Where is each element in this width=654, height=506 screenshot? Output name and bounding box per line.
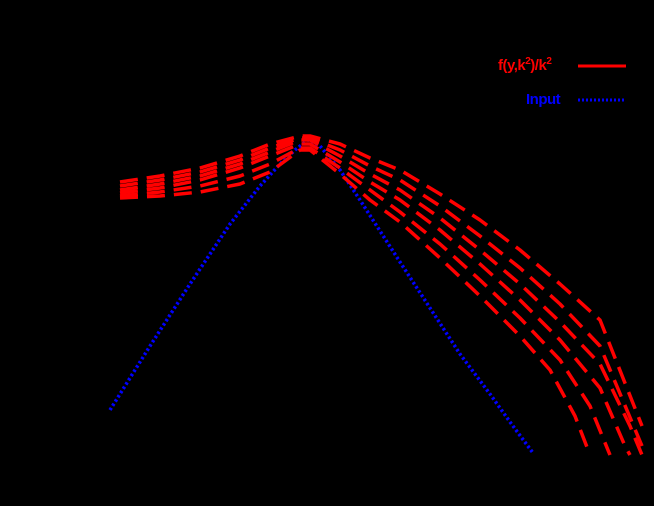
f-curve-3	[119, 138, 644, 456]
f-curve-5	[119, 146, 612, 456]
legend-entry-f: f(y,k2)/k2	[498, 56, 552, 74]
f-curve-6	[119, 148, 592, 456]
legend-line-solid-red	[578, 64, 626, 68]
f-curve-2	[119, 136, 644, 447]
legend-entry-input: Input	[526, 91, 561, 108]
legend: f(y,k2)/k2 Input	[480, 50, 654, 120]
f-curve-1	[119, 134, 644, 427]
f-curve-4	[119, 142, 632, 456]
legend-label-f: f(y,k2)/k2	[498, 56, 552, 74]
series-layer	[108, 134, 644, 456]
legend-label-input: Input	[526, 91, 561, 108]
legend-line-dotted-blue	[578, 98, 626, 102]
